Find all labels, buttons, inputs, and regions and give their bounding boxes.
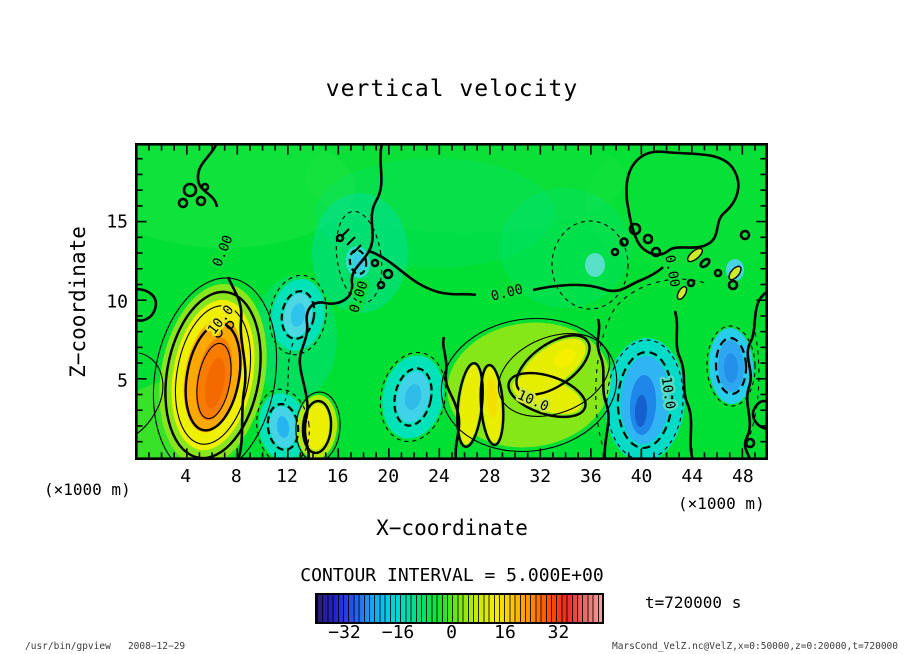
colorbar-segment-lines [317, 595, 602, 622]
colorbar-tick-label: −32 [328, 622, 361, 643]
contour-plot-canvas: 0.00 0.00 0.00 0.00 10.0 10.0 10.0 [95, 123, 805, 485]
x-tick-label: 28 [478, 466, 501, 487]
x-tick-label: 4 [180, 466, 192, 487]
x-tick-label: 16 [326, 466, 349, 487]
colorbar [315, 593, 604, 624]
zero-contours [134, 142, 770, 461]
contour-plot: 0.00 0.00 0.00 0.00 10.0 10.0 10.0 [95, 123, 805, 485]
x-tick-label: 32 [529, 466, 552, 487]
contour-interval-caption: CONTOUR INTERVAL = 5.000E+00 [300, 565, 604, 586]
plot-frame [134, 142, 769, 460]
negative-contours [256, 210, 760, 466]
plot-title: vertical velocity [325, 76, 579, 102]
x-tick-label: 48 [732, 466, 754, 487]
x-tick-label: 20 [377, 466, 400, 487]
y-axis-unit: (×1000 m) [44, 480, 131, 499]
x-tick-label: 36 [580, 466, 602, 487]
colorbar-tick-label: 32 [547, 622, 570, 643]
x-axis-unit: (×1000 m) [678, 494, 765, 513]
footer-program-date: /usr/bin/gpview 2008−12−29 [25, 641, 186, 652]
colorbar-tick-label: −16 [381, 622, 415, 643]
x-tick-label: 40 [630, 466, 653, 487]
footer-data-source: MarsCond_VelZ.nc@VelZ,x=0:50000,z=0:2000… [612, 641, 898, 652]
colorbar-tick-label: 16 [494, 622, 516, 643]
x-tick-label: 8 [230, 466, 242, 487]
y-axis-label: Z−coordinate [66, 226, 90, 378]
y-tick-label: 10 [106, 291, 128, 312]
y-tick-label: 5 [117, 370, 128, 392]
tick-marks [137, 145, 766, 458]
x-axis-label: X−coordinate [376, 516, 528, 540]
y-tick-label: 15 [106, 211, 128, 233]
x-tick-label: 44 [681, 466, 704, 487]
x-tick-label: 12 [276, 466, 298, 487]
x-tick-label: 24 [428, 466, 450, 487]
colorbar-tick-label: 0 [446, 622, 457, 643]
time-annotation: t=720000 s [645, 593, 742, 612]
